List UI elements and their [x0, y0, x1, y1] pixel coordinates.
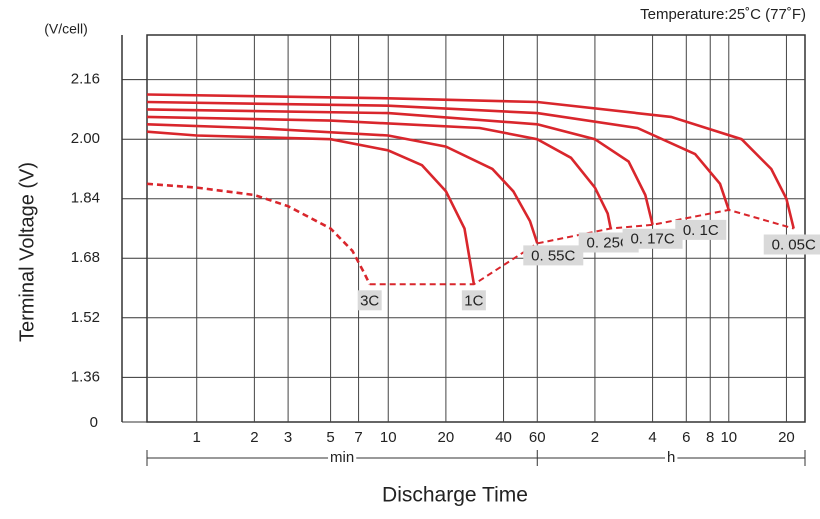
curve-label: 0. 05C [772, 236, 816, 253]
curve-label: 0. 55C [531, 247, 575, 264]
x-axis-title: Discharge Time [382, 484, 528, 507]
x-tick-label: 10 [380, 429, 397, 446]
curve-label-box [461, 290, 486, 311]
curve-label: 3C [360, 292, 379, 309]
curve-label: 0. 25C [587, 234, 631, 251]
y-tick-label: 1.36 [71, 368, 100, 385]
curve-label-box [523, 245, 584, 266]
x-tick-label: 3 [284, 429, 292, 446]
curve-label-box [763, 234, 820, 255]
y-tick-label: 1.84 [71, 190, 100, 207]
curve-label: 1C [464, 292, 483, 309]
x-tick-label: 60 [529, 429, 546, 446]
discharge-curve [146, 182, 371, 285]
curve-label-box [622, 228, 683, 249]
x-tick-label: 1 [193, 429, 201, 446]
discharge-curve [146, 100, 731, 211]
curve-label: 0. 17C [630, 231, 674, 248]
x-tick-label: 4 [648, 429, 656, 446]
discharge-curve [146, 108, 654, 226]
y-tick-label: 2.16 [71, 71, 100, 88]
x-tick-label: 2 [250, 429, 258, 446]
y-tick-label: 1.68 [71, 249, 100, 266]
x-tick-label: 20 [438, 429, 455, 446]
x-tick-label: 20 [778, 429, 795, 446]
x-tick-label: 40 [495, 429, 512, 446]
plot-frame [146, 34, 806, 423]
y-tick-label: 1.52 [71, 309, 100, 326]
chart-title: Temperature:25˚C (77˚F) [640, 6, 806, 23]
x-unit: h [667, 449, 675, 466]
discharge-curve [146, 130, 476, 285]
curve-label-box [675, 219, 727, 240]
curve-label-box [357, 290, 382, 311]
x-tick-label: 6 [682, 429, 690, 446]
x-tick-label: 2 [591, 429, 599, 446]
x-unit: min [330, 449, 354, 466]
x-tick-label: 7 [354, 429, 362, 446]
x-tick-label: 5 [326, 429, 334, 446]
y-tick-label: 2.00 [71, 130, 100, 147]
curve-label: 0. 1C [683, 222, 719, 239]
axis-break-label: 0 [90, 414, 98, 431]
discharge-curve [146, 93, 795, 229]
discharge-curve [146, 115, 612, 229]
discharge-curve [146, 123, 539, 244]
x-tick-label: 8 [706, 429, 714, 446]
y-axis-title: Terminal Voltage (V) [16, 162, 38, 342]
x-tick-label: 10 [720, 429, 737, 446]
y-unit: (V/cell) [44, 21, 88, 37]
